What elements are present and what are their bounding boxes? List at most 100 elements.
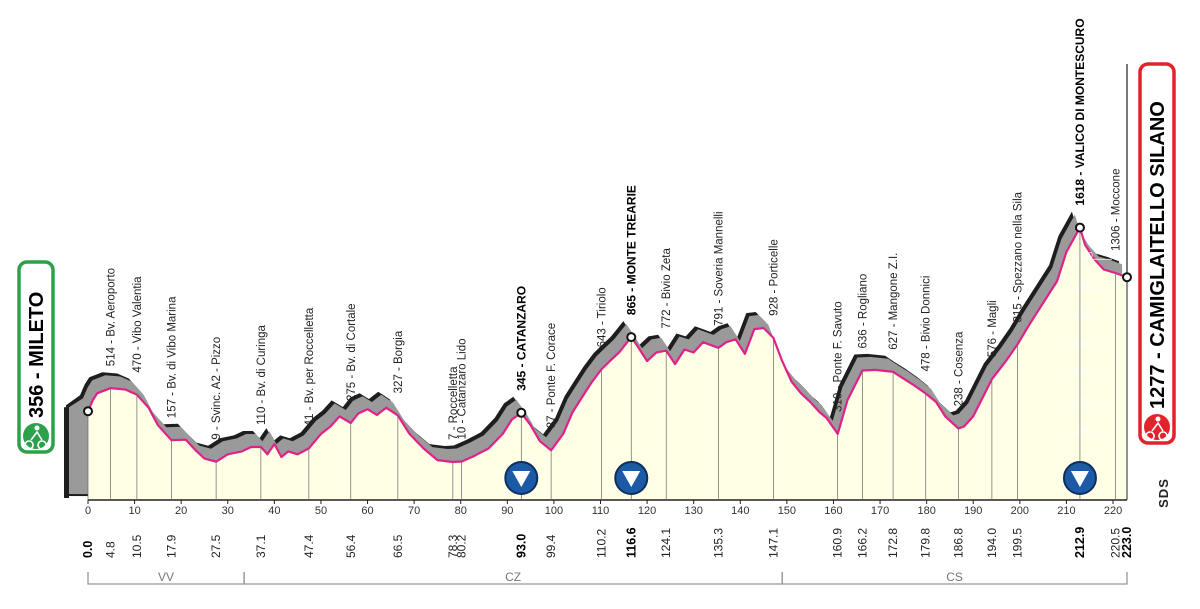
- badge-separator: -: [26, 367, 48, 385]
- km-axis-tick-label: 70: [408, 505, 420, 517]
- start-finish-badges: 356 - MILETO 1277 - CAMIGLAITELLO SILANO: [17, 62, 1176, 454]
- province-label: CS: [946, 570, 963, 584]
- km-axis-tick-label: 190: [964, 505, 982, 517]
- km-axis-tick-label: 10: [128, 505, 140, 517]
- waypoint-name-label: 791 - Soveria Mannelli: [713, 211, 725, 325]
- elevation-grid: 1400 1200 1000 800 600 400 200: [1070, 251, 1112, 434]
- waypoint-km-label: 116.6: [624, 527, 638, 558]
- start-cyclist-icon-disc: [23, 423, 49, 449]
- sprint-markers: [504, 461, 1097, 495]
- finish-badge-text: 1277 - CAMIGLAITELLO SILANO: [1147, 101, 1169, 409]
- waypoint-km-label: 99.4: [544, 534, 558, 558]
- waypoint-drop-lines: [83, 222, 1132, 500]
- waypoint-km-label: 179.8: [919, 528, 933, 558]
- start-name: MILETO: [26, 292, 48, 367]
- waypoint-km-label: 147.1: [766, 528, 780, 558]
- waypoint-name-label: 478 - Bivio Donnici: [921, 276, 933, 372]
- start-badge: 356 - MILETO: [17, 260, 55, 454]
- finish-cyclist-icon-bike: [1145, 421, 1168, 441]
- km-axis-tick-label: 140: [731, 505, 749, 517]
- waypoint-name-label: 815 - Spezzano nella Sila: [1013, 191, 1025, 322]
- waypoint-dot: [1074, 222, 1085, 233]
- km-axis-tick-label: 80: [455, 505, 467, 517]
- waypoint-dot: [83, 406, 93, 417]
- km-axis: 0 10 20 30 40 50 60 70 80 90 100 110 120 130 140 150 160…: [85, 500, 1122, 517]
- finish-name: CAMIGLAITELLO SILANO: [1147, 101, 1169, 347]
- km-axis-tick-label: 20: [175, 505, 187, 517]
- waypoint-km-label: 17.9: [164, 534, 178, 558]
- km-axis-tick-label: 110: [592, 505, 610, 517]
- waypoint-name-label: 157 - Bv. di Vibo Marina: [166, 296, 178, 418]
- elevation-tick-label: 800: [1075, 338, 1089, 347]
- finish-cyclist-icon-disc: [1144, 414, 1170, 440]
- waypoint-name-label: 238 - Cosenza: [953, 331, 965, 406]
- waypoint-km-label: 160.9: [831, 528, 845, 558]
- waypoint-km-label: 166.2: [855, 528, 869, 558]
- waypoint-name-label: 9 - Svinc. A2 - Pizzo: [211, 337, 223, 440]
- profile-line: [86, 226, 1128, 464]
- elevation-tick-label: 400: [1075, 396, 1089, 405]
- waypoint-km-label: 66.5: [391, 534, 405, 558]
- waypoint-name-label: 627 - Mangone Z.I.: [888, 253, 900, 350]
- km-axis-tick-label: 130: [685, 505, 703, 517]
- sprint-marker-arrow: [622, 471, 641, 487]
- start-badge-text: 356 - MILETO: [26, 292, 48, 418]
- km-axis-tick-label: 150: [778, 505, 796, 517]
- badge-separator: -: [1147, 347, 1169, 365]
- km-axis-tick-label: 30: [222, 505, 234, 517]
- terrain-layer: [64, 64, 1128, 501]
- waypoint-km-label: 37.1: [254, 534, 268, 558]
- waypoint-name-label: 345 - CATANZARO: [514, 286, 528, 391]
- waypoint-km-label: 199.5: [1011, 528, 1025, 558]
- sprint-marker-icon: [614, 461, 649, 495]
- waypoint-dot: [516, 407, 527, 418]
- finish-badge-frame: [1138, 62, 1176, 445]
- waypoint-km-label: 47.4: [302, 534, 316, 558]
- waypoint-name-label: 643 - Tiriolo: [596, 287, 608, 347]
- km-axis-tick-label: 100: [545, 505, 563, 517]
- waypoint-name-label: 10 - Catanzaro Lido: [457, 338, 469, 439]
- start-elevation: 356: [26, 385, 48, 418]
- province-bands: VV CZ CS: [87, 570, 1128, 585]
- elevation-tick-label: 600: [1075, 367, 1089, 376]
- waypoint-km-label: 212.9: [1073, 527, 1087, 558]
- finish-elevation: 1277: [1147, 365, 1169, 410]
- sprint-marker-arrow: [512, 471, 531, 487]
- waypoint-km-label: 27.5: [209, 534, 223, 558]
- sprint-marker-icon: [1062, 461, 1097, 495]
- waypoint-dot: [626, 332, 637, 343]
- km-axis-tick-label: 210: [1057, 505, 1075, 517]
- waypoint-km-label: 93.0: [514, 534, 528, 558]
- finish-badge: 1277 - CAMIGLAITELLO SILANO: [1138, 62, 1176, 445]
- waypoint-name-label: 310 - Ponte F. Savuto: [833, 301, 845, 412]
- elevation-tick-label: 200: [1075, 425, 1089, 434]
- finish-cyclist-icon: [1144, 414, 1170, 441]
- elevation-tick-label: 1200: [1075, 280, 1093, 289]
- start-cyclist-icon-bike: [24, 430, 47, 450]
- waypoint-name-label: 87 - Ponte F. Corace: [546, 323, 558, 428]
- start-cyclist-icon-rider: [34, 425, 40, 431]
- elevation-tick-label: 1000: [1075, 309, 1093, 318]
- start-badge-frame: [17, 260, 55, 454]
- km-axis-tick-label: 120: [638, 505, 656, 517]
- waypoint-name-label: 514 - Bv. Aeroporto: [105, 268, 117, 366]
- waypoint-km-label: 172.8: [886, 528, 900, 558]
- km-axis-tick-label: 160: [824, 505, 842, 517]
- elevation-tick-label: 1400: [1075, 251, 1093, 260]
- km-axis-tick-label: 220: [1104, 505, 1122, 517]
- waypoint-name-label: 1306 - Moccone: [1110, 169, 1122, 251]
- waypoint-name-label: 1618 - VALICO DI MONTESCURO: [1073, 18, 1087, 205]
- km-axis-tick-label: 50: [315, 505, 327, 517]
- sprint-marker-icon: [504, 461, 539, 495]
- waypoint-name-label: 275 - Bv. di Cortale: [346, 303, 358, 401]
- waypoint-name-label: 928 - Porticelle: [768, 239, 780, 316]
- km-axis-tick-label: 170: [871, 505, 889, 517]
- waypoint-km-label: 78.3: [446, 534, 460, 558]
- waypoint-km-label: 0.0: [81, 541, 95, 558]
- terrain-left-cap: [64, 407, 69, 498]
- province-bracket: [781, 572, 1128, 585]
- waypoint-km-label: 124.1: [659, 528, 673, 558]
- waypoint-name-label: 470 - Vibo Valentia: [132, 276, 144, 373]
- waypoint-km-label: 10.5: [130, 534, 144, 558]
